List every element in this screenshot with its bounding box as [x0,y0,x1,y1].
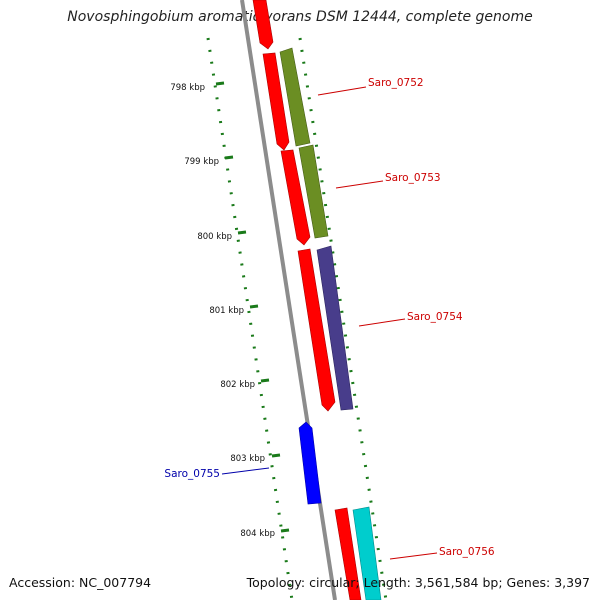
gene-label-saro-0756[interactable]: Saro_0756 [439,546,495,558]
tick-label: 799 kbp [184,157,219,167]
tick-mark [249,304,259,309]
tick-label: 798 kbp [170,83,205,93]
cds-arrow-saro-0752[interactable] [262,52,290,151]
leader-line-saro-0756 [389,552,438,560]
tick-mark [224,155,234,160]
gene-label-saro-0754[interactable]: Saro_0754 [407,311,463,323]
cds-arrow-saro-0754[interactable] [297,248,336,412]
gene-arrow-saro-0755[interactable] [298,421,322,505]
cog-arrow-saro-0754[interactable] [316,245,354,411]
tick-mark [271,453,281,458]
tick-label: 800 kbp [197,232,232,242]
tick-mark [237,230,247,235]
cog-arrow-saro-0756[interactable] [352,506,382,600]
tick-mark [260,378,270,383]
leader-line-saro-0754 [358,318,406,327]
gene-label-saro-0752[interactable]: Saro_0752 [368,77,424,89]
gene-label-saro-0755[interactable]: Saro_0755 [164,468,220,480]
tick-mark [215,81,225,86]
leader-line-saro-0752 [317,86,367,96]
tick-label: 804 kbp [240,529,275,539]
accession-label: Accession: NC_007794 [9,575,152,590]
gene-label-saro-0753[interactable]: Saro_0753 [385,172,441,184]
genome-title: Novosphingobium aromaticivorans DSM 1244… [67,9,533,25]
cds-arrow-saro-0753[interactable] [280,149,311,246]
leader-line-saro-0753 [335,180,384,189]
cds-arrow-saro-0756[interactable] [334,507,362,600]
tick-label: 802 kbp [220,380,255,390]
cds-arrow-top[interactable] [252,0,274,50]
cog-arrow-saro-0753[interactable] [298,144,329,239]
topology-label: Topology: circular; Length: 3,561,584 bp… [246,575,590,590]
tick-label: 801 kbp [209,306,244,316]
leader-line-saro-0755 [221,467,270,475]
tick-label: 803 kbp [230,454,265,464]
tick-mark [280,528,290,533]
cog-arrow-saro-0752[interactable] [279,47,311,147]
tick-marks [215,81,290,533]
